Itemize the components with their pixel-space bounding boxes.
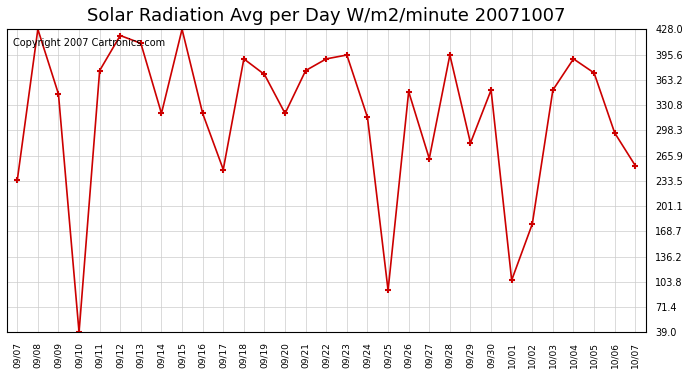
Text: Copyright 2007 Cartronics.com: Copyright 2007 Cartronics.com bbox=[13, 38, 166, 48]
Title: Solar Radiation Avg per Day W/m2/minute 20071007: Solar Radiation Avg per Day W/m2/minute … bbox=[87, 7, 566, 25]
